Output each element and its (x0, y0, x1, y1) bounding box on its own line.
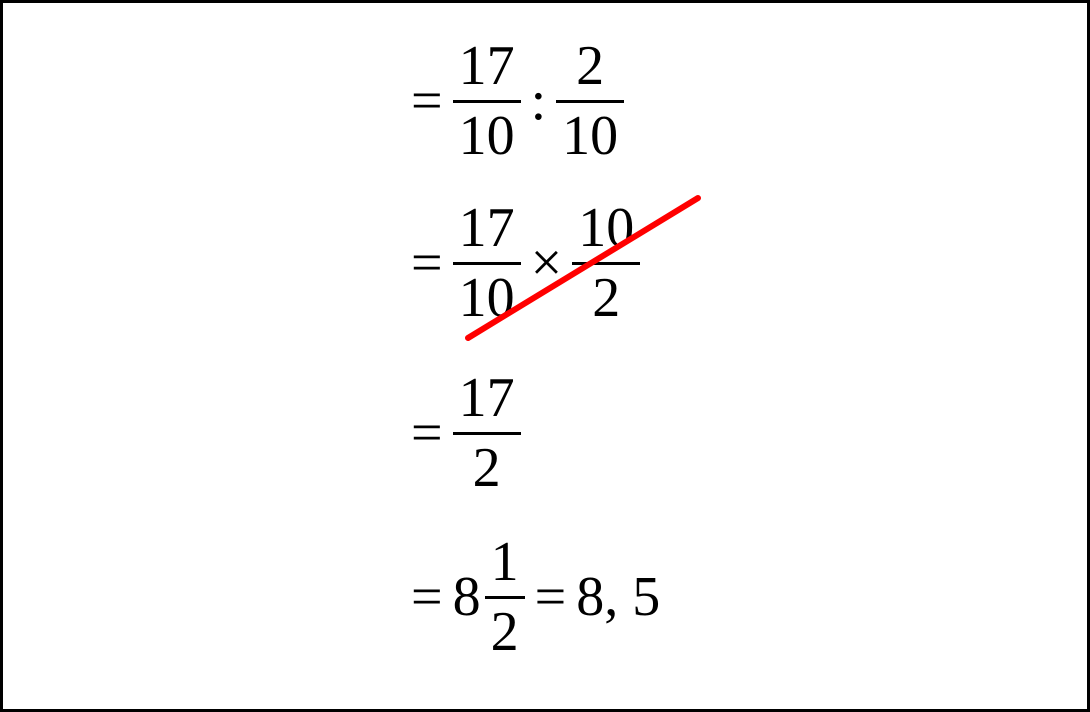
equation-line-2: = 17 10 × 10 2 (401, 199, 640, 328)
denominator: 10 (453, 107, 521, 166)
numerator: 17 (453, 199, 521, 258)
fraction-10-over-2-struck: 10 2 (572, 199, 640, 328)
denominator: 10 (453, 267, 521, 329)
equals-sign: = (525, 569, 577, 625)
fraction-bar (485, 596, 525, 599)
fraction-17-over-2: 17 2 (453, 369, 521, 498)
mixed-number-8-1-2: 8 1 2 (453, 533, 525, 662)
equals-sign: = (401, 73, 453, 129)
equation-line-3: = 17 2 (401, 369, 521, 498)
math-stage: = 17 10 : 2 10 = 17 10 × 10 2 (3, 3, 1087, 709)
fraction-17-over-10-struck: 17 10 (453, 199, 521, 328)
denominator: 10 (556, 107, 624, 166)
numerator: 17 (453, 369, 521, 428)
fraction-bar (556, 100, 624, 103)
fraction-2-over-10: 2 10 (556, 37, 624, 166)
denominator: 2 (485, 603, 525, 662)
struck-denominator-wrap: 10 (453, 269, 521, 328)
fraction-bar (572, 262, 640, 265)
fraction-bar (453, 262, 521, 265)
numerator: 2 (570, 37, 610, 96)
equation-line-4: = 8 1 2 = 8, 5 (401, 533, 660, 662)
denominator: 2 (467, 439, 507, 498)
division-colon: : (521, 73, 557, 129)
decimal-result: 8, 5 (576, 569, 660, 625)
whole-part: 8 (453, 569, 485, 625)
numerator: 10 (572, 197, 640, 259)
fraction-17-over-10: 17 10 (453, 37, 521, 166)
struck-numerator-wrap: 10 (572, 199, 640, 258)
equation-line-1: = 17 10 : 2 10 (401, 37, 624, 166)
fraction-bar (453, 100, 521, 103)
fraction-1-over-2: 1 2 (485, 533, 525, 662)
fraction-bar (453, 432, 521, 435)
equals-sign: = (401, 235, 453, 291)
equals-sign: = (401, 405, 453, 461)
times-sign: × (521, 235, 573, 291)
denominator: 2 (586, 269, 626, 328)
numerator: 17 (453, 37, 521, 96)
numerator: 1 (485, 533, 525, 592)
equals-sign: = (401, 569, 453, 625)
